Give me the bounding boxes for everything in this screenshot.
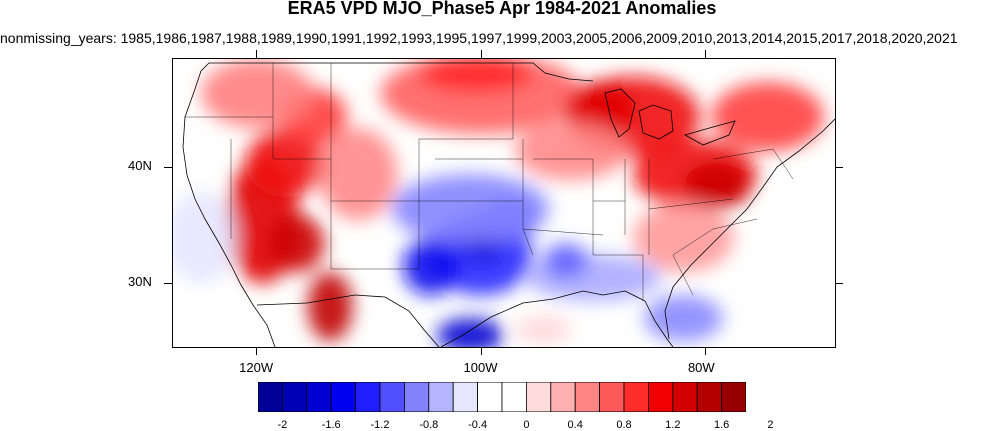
lat-tick-label: 40N	[128, 158, 152, 174]
colorbar-tick-label: -1.2	[370, 419, 390, 431]
anomaly-florida-negative	[644, 295, 723, 342]
anomaly-california-coast-positive	[268, 214, 325, 273]
lon-tick-top	[704, 50, 706, 58]
colorbar-cell	[672, 382, 698, 412]
figure-title: ERA5 VPD MJO_Phase5 Apr 1984-2021 Anomal…	[287, 0, 717, 18]
lat-tick-label: 30N	[128, 273, 152, 289]
lon-tick-bottom	[480, 347, 482, 355]
anomaly-mexico-negative	[436, 318, 504, 347]
colorbar-tick-label: 0.4	[567, 419, 583, 431]
lon-tick-bottom	[256, 347, 258, 355]
anomaly-virginia-positive	[683, 162, 751, 209]
lon-tick-label: 80W	[687, 360, 715, 375]
colorbar	[258, 382, 746, 412]
colorbar-cell	[477, 382, 503, 412]
anomaly-southeast-positive	[633, 203, 735, 273]
colorbar-cell	[306, 382, 332, 412]
lon-tick-label: 120W	[239, 360, 274, 375]
colorbar-cell	[428, 382, 454, 412]
colorbar-cell	[721, 382, 746, 412]
colorbar-cell	[599, 382, 625, 412]
anomaly-map	[173, 59, 835, 347]
colorbar-cell	[355, 382, 381, 412]
gulf-coastline	[440, 290, 674, 347]
anomaly-nevada-positive	[245, 128, 325, 198]
mexico-border	[256, 294, 440, 347]
anomaly-northeast-positive	[711, 82, 824, 152]
colorbar-tick-label: 0	[523, 419, 530, 431]
great-lakes-outline	[604, 88, 736, 146]
map-panel	[172, 58, 836, 348]
colorbar-cell	[501, 382, 527, 412]
lon-tick-top	[480, 50, 482, 58]
lat-tick-left	[164, 282, 172, 284]
lon-tick-bottom	[704, 347, 706, 355]
colorbar-cell	[550, 382, 576, 412]
anomaly-southern-plains-negative	[391, 174, 549, 244]
lon-tick-top	[256, 50, 258, 58]
colorbar-cell	[525, 382, 552, 412]
colorbar-tick-label: 0.8	[616, 419, 632, 431]
anomaly-north-dakota-positive	[419, 59, 533, 92]
colorbar-cell	[281, 382, 308, 412]
anomaly-gulf-of-mexico-positive	[515, 315, 572, 344]
atlantic-coastline	[664, 118, 835, 340]
anomaly-utah-positive	[318, 128, 398, 221]
lon-tick-label: 100W	[463, 360, 498, 375]
colorbar-cell	[452, 382, 478, 412]
colorbar-tick-label: -1.6	[321, 419, 341, 431]
anomaly-new-mexico-negative	[403, 237, 460, 296]
anomaly-louisiana-negative	[543, 243, 589, 278]
us-coastline	[182, 62, 276, 347]
anomaly-northwest-positive	[201, 59, 314, 129]
anomaly-pacific-negative	[173, 191, 235, 284]
lat-tick-right	[835, 282, 843, 284]
anomaly-midwest-positive	[515, 122, 628, 180]
anomaly-baja-positive	[307, 272, 353, 342]
colorbar-cell	[258, 382, 283, 412]
colorbar-tick-label: 1.2	[665, 419, 681, 431]
figure-subtitle: nonmissing_years: 1985,1986,1987,1988,19…	[0, 30, 958, 46]
colorbar-cell	[330, 382, 356, 412]
colorbar-tick-label: -2	[277, 419, 288, 431]
colorbar-tick-label: 2	[767, 419, 774, 431]
colorbar-cell	[379, 382, 405, 412]
colorbar-cell	[647, 382, 674, 412]
lat-tick-left	[164, 167, 172, 169]
state-lines	[185, 63, 794, 301]
colorbar-cell	[403, 382, 430, 412]
colorbar-tick-label: -0.8	[419, 419, 439, 431]
northern-border	[209, 62, 594, 82]
colorbar-cell	[574, 382, 601, 412]
lat-tick-right	[835, 167, 843, 169]
colorbar-cell	[623, 382, 649, 412]
colorbar-cell	[696, 382, 723, 412]
colorbar-tick-label: 1.6	[713, 419, 730, 431]
colorbar-tick-label: -0.4	[468, 419, 488, 431]
